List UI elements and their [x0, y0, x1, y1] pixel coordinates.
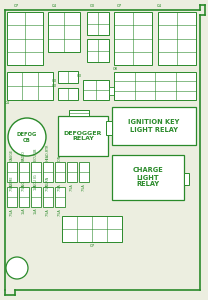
Text: 7.5A: 7.5A: [82, 183, 86, 190]
Bar: [19, 162, 29, 182]
Bar: [67, 162, 77, 182]
Text: ECU 1B: ECU 1B: [34, 148, 38, 161]
Text: 7.5A: 7.5A: [10, 208, 14, 216]
Text: 7.5A: 7.5A: [10, 183, 14, 190]
Text: 7.5A: 7.5A: [22, 183, 26, 190]
Text: CB: CB: [23, 137, 31, 142]
Text: 15A: 15A: [34, 183, 38, 190]
Text: 07: 07: [117, 4, 122, 8]
Bar: [43, 187, 53, 207]
Text: DEFOGGER
RELAY: DEFOGGER RELAY: [64, 130, 102, 141]
Bar: [87, 39, 109, 62]
Bar: [7, 187, 17, 207]
Bar: [55, 162, 65, 182]
Bar: [58, 71, 78, 83]
Text: CHARGE
LIGHT
RELAY: CHARGE LIGHT RELAY: [133, 167, 163, 188]
Bar: [19, 187, 29, 207]
Bar: [184, 173, 189, 185]
Text: ION: ION: [58, 154, 62, 161]
Bar: [87, 12, 109, 35]
Bar: [79, 162, 89, 182]
Text: ECU IG: ECU IG: [34, 174, 38, 186]
Text: 08: 08: [113, 67, 118, 71]
Circle shape: [8, 118, 46, 156]
Bar: [114, 72, 196, 100]
Text: 00: 00: [52, 79, 57, 83]
Text: HEAD-RTR: HEAD-RTR: [46, 144, 50, 161]
Text: 7.5A: 7.5A: [58, 183, 62, 190]
Text: DEFOG: DEFOG: [17, 133, 37, 137]
Bar: [106, 121, 112, 135]
Bar: [7, 72, 53, 100]
Bar: [112, 155, 184, 200]
Text: 04: 04: [5, 101, 10, 105]
Text: GAUGE: GAUGE: [10, 149, 14, 161]
Bar: [58, 116, 108, 156]
Bar: [31, 187, 41, 207]
Bar: [43, 162, 53, 182]
Text: 7.5A: 7.5A: [46, 183, 50, 190]
Text: IGNITION KEY
LIGHT RELAY: IGNITION KEY LIGHT RELAY: [128, 119, 180, 133]
Text: TURN: TURN: [46, 177, 50, 186]
Text: 7.5A: 7.5A: [58, 208, 62, 216]
Text: DOME: DOME: [10, 176, 14, 186]
Bar: [109, 87, 114, 95]
Text: 04: 04: [52, 4, 57, 8]
Text: 00: 00: [52, 84, 57, 88]
Text: 15A: 15A: [22, 208, 26, 214]
Text: 07: 07: [14, 4, 19, 8]
Text: RADIO: RADIO: [22, 150, 26, 161]
Bar: [58, 88, 78, 100]
Text: 00: 00: [77, 74, 82, 78]
Bar: [83, 80, 109, 100]
Bar: [31, 162, 41, 182]
Bar: [48, 12, 80, 52]
Text: 7.5A: 7.5A: [70, 183, 74, 190]
Bar: [62, 216, 122, 242]
Text: 00: 00: [90, 4, 95, 8]
Text: 15A: 15A: [34, 208, 38, 214]
Text: CIG: CIG: [22, 180, 26, 186]
Text: 04: 04: [157, 4, 162, 8]
Bar: [112, 107, 196, 145]
Circle shape: [6, 257, 28, 279]
Bar: [114, 12, 152, 65]
Bar: [7, 12, 43, 65]
Bar: [55, 187, 65, 207]
Bar: [158, 12, 196, 65]
Text: 7.5A: 7.5A: [46, 208, 50, 216]
Bar: [7, 162, 17, 182]
Text: 07: 07: [89, 244, 95, 248]
Bar: [69, 110, 89, 116]
